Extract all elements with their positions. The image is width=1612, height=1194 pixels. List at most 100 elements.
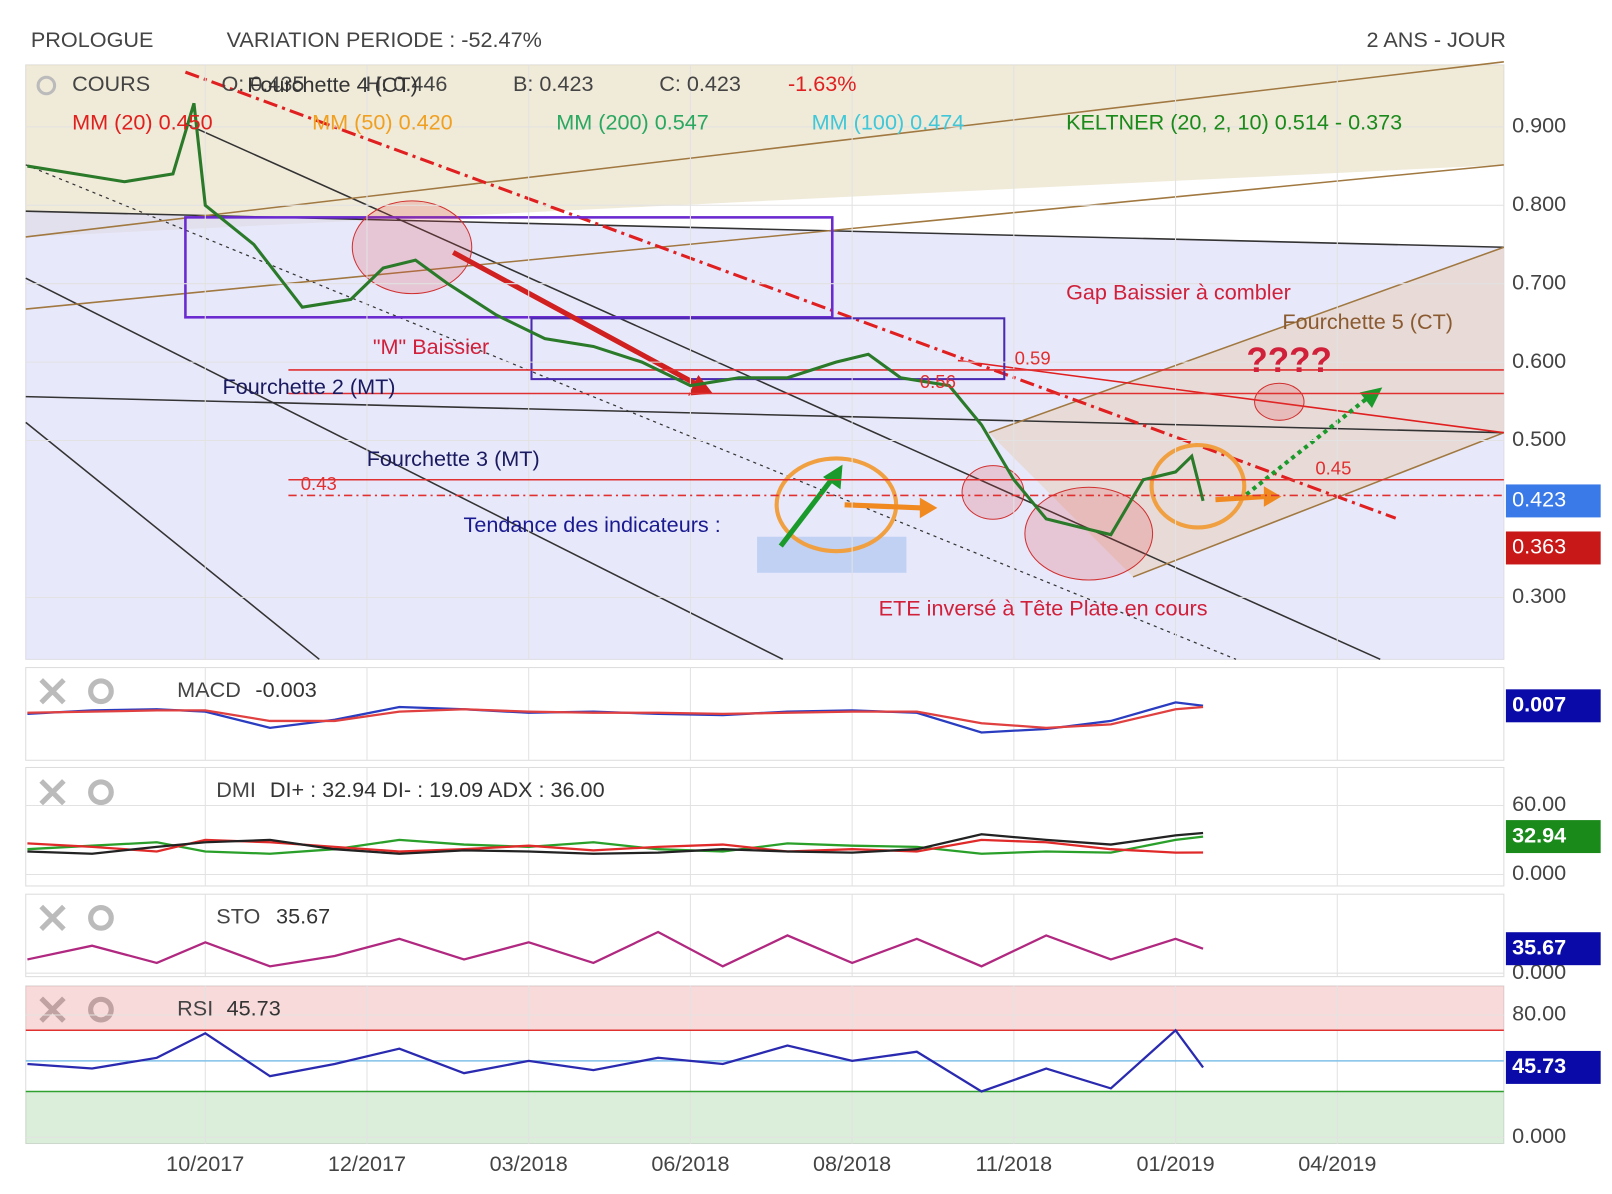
oversold-zone (25, 1091, 1504, 1144)
value-box (1505, 689, 1601, 723)
overlay-label: MM (20) 0.450 (72, 109, 213, 134)
series-line (27, 838, 1204, 854)
ohlc-label: C: 0.423 (659, 71, 741, 96)
overbought-zone (25, 985, 1504, 1031)
price-box (1505, 484, 1601, 518)
trend-line (185, 122, 1381, 661)
y-tick-label: 60.00 (1512, 791, 1566, 816)
value-box-label: 32.94 (1512, 822, 1566, 847)
settings-icon[interactable] (88, 779, 114, 806)
close-icon[interactable] (39, 996, 66, 1023)
change-label: -1.63% (788, 71, 857, 96)
ellipse (961, 465, 1025, 520)
annotation: "M" Baissier (373, 334, 489, 359)
settings-icon[interactable] (88, 905, 114, 931)
value-box-label: 0.007 (1512, 692, 1566, 717)
indicator-value: -0.003 (255, 677, 316, 702)
indicator-title: RSI (177, 995, 213, 1020)
x-tick-label: 08/2018 (813, 1151, 891, 1176)
indicator-title: DMI (216, 777, 256, 802)
arrow-head (919, 497, 938, 519)
close-icon[interactable] (39, 779, 66, 806)
settings-icon[interactable] (36, 75, 57, 96)
arrow-head (822, 464, 843, 490)
annotation: Fourchette 3 (MT) (367, 446, 540, 471)
y-tick-label: 0.300 (1512, 583, 1566, 608)
level-label: 0.56 (920, 371, 956, 392)
series-line (27, 835, 1204, 855)
x-tick-label: 12/2017 (328, 1151, 406, 1176)
series-line (27, 1028, 1204, 1093)
arrow (1215, 493, 1266, 503)
series-line (27, 102, 1205, 537)
legend-entry: COURS (72, 71, 150, 96)
value-box-label: 35.67 (1512, 934, 1566, 959)
annotation: Fourchette 2 (MT) (222, 374, 395, 399)
value-box-label: 45.73 (1512, 1053, 1566, 1078)
channel-fill (988, 247, 1504, 577)
y-tick-label: 0.500 (1512, 426, 1566, 451)
arrow (451, 250, 702, 389)
arrow (1245, 396, 1370, 497)
trend-line (1132, 431, 1505, 578)
ohlc-label: B: 0.423 (513, 71, 594, 96)
trend-line (25, 164, 1504, 310)
trend-line (988, 246, 1505, 434)
y-tick-label: 0.900 (1512, 113, 1566, 138)
overlay-label: MM (50) 0.420 (312, 109, 453, 134)
x-tick-label: 06/2018 (651, 1151, 729, 1176)
variation: VARIATION PERIODE : -52.47% (227, 27, 542, 52)
ohlc-label: H: 0.446 (366, 71, 448, 96)
y-tick-label: 80.00 (1512, 1001, 1566, 1026)
y-tick-label: 0.600 (1512, 348, 1566, 373)
trend-line (184, 70, 1397, 520)
x-tick-label: 11/2018 (976, 1151, 1053, 1176)
pattern-box (184, 216, 834, 319)
annotation: Fourchette 5 (CT) (1282, 309, 1453, 334)
rsi-panel (25, 985, 1505, 1145)
ellipse (1149, 442, 1247, 530)
trend-line (25, 421, 320, 660)
annotation: Gap Baissier à combler (1066, 279, 1291, 304)
arrow-head (1359, 387, 1383, 408)
annotation: Fourchette 4 (CT) (247, 72, 418, 97)
indicator-legend: DI+ : 32.94 DI- : 19.09 ADX : 36.00 (270, 777, 605, 802)
x-tick-label: 01/2019 (1136, 1151, 1214, 1176)
annotation: ???? (1246, 341, 1332, 380)
y-tick-label: 0.700 (1512, 269, 1566, 294)
series-line (27, 831, 1204, 855)
panel-icons (36, 75, 114, 1023)
close-icon[interactable] (39, 904, 66, 932)
dmi-panel (25, 766, 1505, 887)
annotation: ETE inversé à Tête Plate en cours (879, 596, 1208, 621)
indicator-value: 45.73 (227, 995, 281, 1020)
x-tick-label: 03/2018 (490, 1151, 568, 1176)
price-box-label: 0.423 (1512, 487, 1566, 512)
level-label: 0.59 (1015, 348, 1051, 369)
y-tick-label: 0.000 (1512, 1123, 1566, 1148)
trend-line (957, 359, 1504, 434)
arrow (778, 474, 837, 548)
x-tick-label: 04/2019 (1298, 1151, 1376, 1176)
trend-line (25, 164, 1237, 660)
level-label: 0.45 (1315, 457, 1351, 478)
price-box (1505, 531, 1601, 565)
value-box (1505, 932, 1601, 966)
close-icon[interactable] (39, 678, 66, 705)
x-tick-label: 10/2017 (166, 1151, 244, 1176)
y-tick-label: 0.000 (1512, 860, 1566, 885)
ellipse (1254, 382, 1305, 421)
value-box (1505, 1050, 1601, 1084)
period: 2 ANS - JOUR (1367, 27, 1506, 52)
overlay-label: MM (100) 0.474 (812, 109, 965, 134)
settings-icon[interactable] (88, 678, 114, 705)
settings-icon[interactable] (88, 996, 114, 1023)
indicator-title: MACD (177, 677, 241, 702)
indicator-value: 35.67 (276, 904, 330, 929)
series-line (27, 705, 1204, 729)
series-line (27, 930, 1204, 968)
value-box (1505, 820, 1601, 854)
arrow (844, 502, 922, 511)
